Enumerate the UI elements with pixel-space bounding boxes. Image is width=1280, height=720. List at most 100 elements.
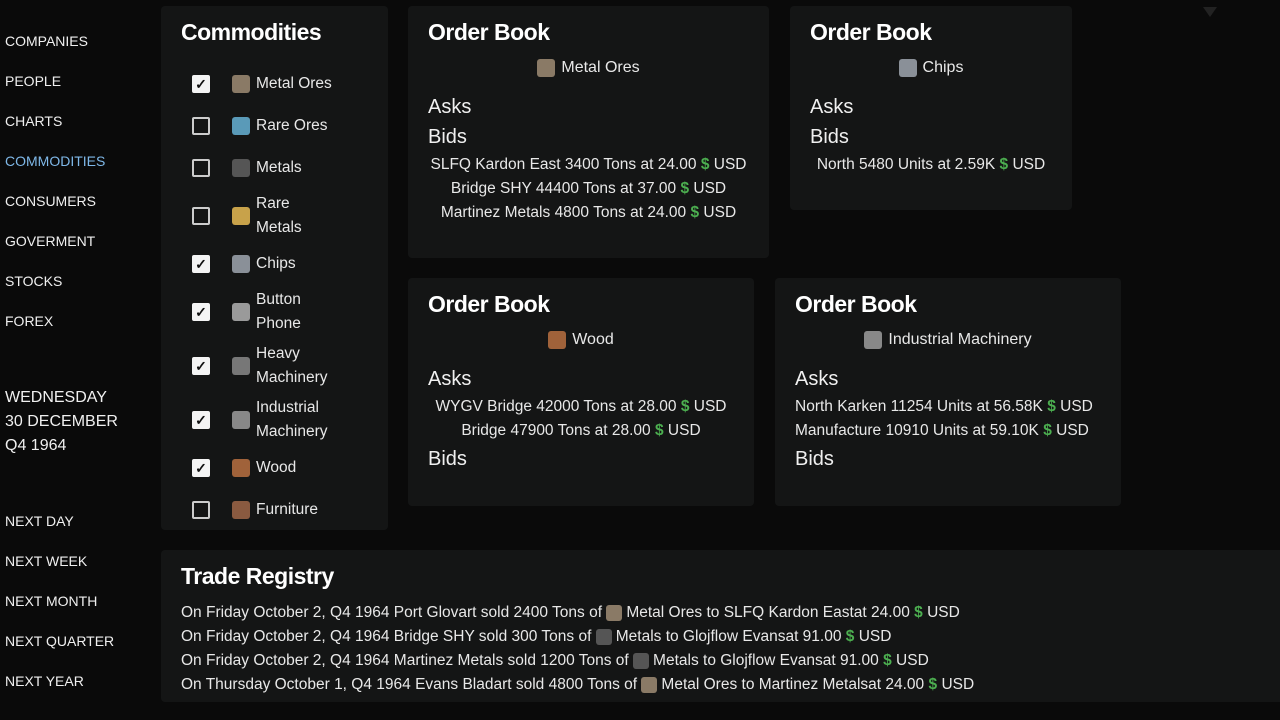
nav-item-companies[interactable]: Companies (5, 33, 88, 49)
order-qty: 11254 Units (890, 398, 973, 415)
commodities-list: ✓ Metal Ores Rare Ores Metals Rare Metals ✓ Ch… (192, 66, 336, 534)
commodity-row: Furniture (192, 492, 336, 528)
dollar-icon: $ (680, 398, 690, 415)
commodity-checkbox[interactable] (192, 159, 210, 177)
asks-label: Asks (428, 96, 472, 118)
date-date: 30 DECEMBER (5, 413, 118, 430)
nav-item-people[interactable]: People (5, 73, 62, 89)
trade-text: On Friday October 2, Q4 1964 Port Glovar… (181, 604, 603, 621)
commodity-checkbox[interactable]: ✓ (192, 75, 210, 93)
order-currency: USD (667, 422, 701, 439)
rare-metals-icon (232, 207, 250, 225)
order-qty: 44400 Tons (535, 180, 616, 197)
order-book-product: Metal Ores (428, 56, 749, 80)
bids-list: SLFQ Kardon East 3400 Tons at 24.00 $ US… (408, 153, 769, 225)
commodity-checkbox[interactable] (192, 207, 210, 225)
commodity-label: Chips (256, 255, 296, 272)
metal-ores-icon (606, 604, 623, 621)
commodity-checkbox[interactable]: ✓ (192, 357, 210, 375)
button-next-day[interactable]: Next Day (5, 513, 74, 529)
commodity-checkbox[interactable] (192, 117, 210, 135)
dollar-icon: $ (914, 604, 923, 621)
order-book-title: Order Book (428, 19, 550, 45)
order-row[interactable]: Martinez Metals 4800 Tons at 24.00 $ USD (408, 201, 769, 225)
asks-list: North Karken 11254 Units at 56.58K $ USD… (795, 395, 1121, 443)
bids-label: Bids (428, 448, 467, 470)
bids-label: Bids (810, 126, 849, 148)
metals-icon (633, 652, 650, 669)
dollar-icon: $ (999, 156, 1009, 173)
industrial-machinery-icon (864, 330, 883, 349)
trade-registry-panel: Trade Registry On Friday October 2, Q4 1… (161, 550, 1280, 702)
commodity-row: ✓ Chips (192, 246, 336, 282)
order-book-panel: Order Book Metal Ores Asks Bids SLFQ Kardon … (408, 6, 769, 258)
dollar-icon: $ (1047, 398, 1056, 415)
order-price: at 56.58K (976, 398, 1043, 415)
bids-label: Bids (795, 448, 834, 470)
commodity-checkbox[interactable]: ✓ (192, 411, 210, 429)
commodity-row: ✓ Button Phone (192, 288, 336, 336)
commodity-checkbox[interactable]: ✓ (192, 255, 210, 273)
order-currency: USD (1060, 398, 1093, 415)
order-qty: 5480 Units (859, 156, 934, 173)
commodities-panel: Commodities ✓ Metal Ores Rare Ores Metals Ra… (161, 6, 388, 530)
nav-item-goverment[interactable]: Goverment (5, 233, 96, 249)
trade-row: On Thursday October 1, Q4 1964 Evans Bla… (181, 673, 974, 697)
trade-row: On Friday October 2, Q4 1964 Martinez Me… (181, 649, 974, 673)
order-price: at 24.00 (630, 204, 687, 221)
trade-product: Metals (615, 628, 662, 645)
trade-row: On Friday October 2, Q4 1964 Port Glovar… (181, 601, 974, 625)
commodities-title: Commodities (181, 19, 322, 45)
order-book-product: Chips (810, 56, 1052, 80)
commodity-checkbox[interactable]: ✓ (192, 303, 210, 321)
chips-icon (898, 58, 917, 77)
asks-list: WYGV Bridge 42000 Tons at 28.00 $ USD Bri… (408, 395, 754, 443)
nav-item-stocks[interactable]: Stocks (5, 273, 63, 289)
order-row[interactable]: North 5480 Units at 2.59K $ USD (790, 153, 1072, 177)
order-row[interactable]: North Karken 11254 Units at 56.58K $ USD (795, 395, 1121, 419)
order-who: WYGV Bridge (435, 398, 532, 415)
button-next-year[interactable]: Next Year (5, 673, 84, 689)
order-book-panel: Order Book Industrial Machinery Asks North … (775, 278, 1121, 506)
button-phone-icon (232, 303, 250, 321)
nav-item-consumers[interactable]: Consumers (5, 193, 97, 209)
trade-currency: USD (896, 652, 929, 669)
order-qty: 3400 Tons (564, 156, 637, 173)
order-price: at 28.00 (594, 422, 651, 439)
order-row[interactable]: Bridge 47900 Tons at 28.00 $ USD (408, 419, 754, 443)
asks-label: Asks (795, 368, 839, 390)
commodity-checkbox[interactable]: ✓ (192, 459, 210, 477)
product-name: Chips (922, 59, 964, 76)
commodity-label: Button Phone (256, 291, 301, 332)
order-book-title: Order Book (810, 19, 932, 45)
bids-list: North 5480 Units at 2.59K $ USD (790, 153, 1072, 177)
trade-text: to SLFQ Kardon Eastat 24.00 (702, 604, 910, 621)
nav-item-forex[interactable]: Forex (5, 313, 54, 329)
order-qty: 10910 Units (885, 422, 969, 439)
product-name: Wood (572, 331, 614, 348)
nav-item-commodities[interactable]: Commodities (5, 153, 106, 169)
nav-item-charts[interactable]: Charts (5, 113, 63, 129)
order-row[interactable]: WYGV Bridge 42000 Tons at 28.00 $ USD (408, 395, 754, 419)
order-price: at 37.00 (620, 180, 677, 197)
button-next-week[interactable]: Next Week (5, 553, 88, 569)
order-row[interactable]: SLFQ Kardon East 3400 Tons at 24.00 $ US… (408, 153, 769, 177)
dollar-icon: $ (690, 204, 700, 221)
trade-registry-title: Trade Registry (181, 563, 334, 589)
trade-text: to Glojflow Evansat 91.00 (698, 652, 879, 669)
button-next-quarter[interactable]: Next Quarter (5, 633, 115, 649)
order-price: at 28.00 (620, 398, 677, 415)
order-row[interactable]: Manufacture 10910 Units at 59.10K $ USD (795, 419, 1121, 443)
dropdown-arrow-icon[interactable] (1203, 7, 1217, 17)
commodity-row: ✓ Metal Ores (192, 66, 336, 102)
rare-ores-icon (232, 117, 250, 135)
button-next-month[interactable]: Next Month (5, 593, 98, 609)
order-currency: USD (713, 156, 747, 173)
dollar-icon: $ (883, 652, 892, 669)
order-row[interactable]: Bridge SHY 44400 Tons at 37.00 $ USD (408, 177, 769, 201)
order-who: Bridge SHY (450, 180, 532, 197)
wood-icon (548, 330, 567, 349)
commodity-label: Metal Ores (256, 75, 332, 92)
commodity-checkbox[interactable] (192, 501, 210, 519)
order-book-panel: Order Book Chips Asks Bids North 5480 Units … (790, 6, 1072, 210)
